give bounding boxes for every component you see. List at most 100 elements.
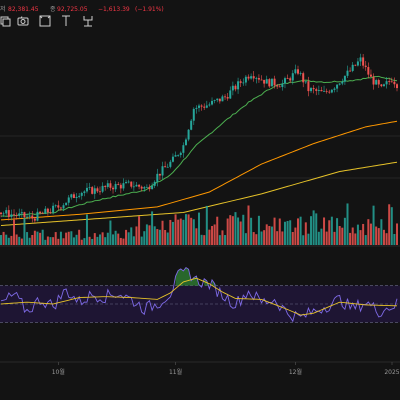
candle-body [198,105,200,108]
header-close-value: 92,725.05 [57,6,88,13]
candle-body [323,90,326,92]
volume-bar [388,204,391,245]
candle-body [242,82,245,84]
candle-body [289,78,292,81]
volume-bar [26,232,29,245]
volume-bar [239,221,242,245]
volume-bar [36,231,39,245]
candle-body [130,181,133,187]
volume-bar [83,238,86,245]
x-tick-label: 2025 [384,369,399,376]
volume-bar [268,226,271,245]
candle-body [119,184,122,189]
candle-body [10,214,13,217]
candle-body [239,81,242,83]
volume-bar [224,235,227,245]
volume-bar [112,234,115,245]
fullscreen-exit-icon[interactable] [83,16,93,27]
volume-bar [333,231,336,245]
volume-bar [125,229,128,245]
volume-bar [140,236,143,245]
candle-body [283,78,286,84]
candle-body [88,187,91,188]
candle-body [216,98,219,101]
candle-body [396,84,398,89]
volume-bar [244,233,247,245]
candle-body [101,185,104,192]
volume-bar [132,236,135,245]
volume-bar [39,232,42,245]
candle-body [278,86,281,88]
volume-bar [242,214,245,245]
volume-bar [257,215,260,245]
candle-body [179,152,182,155]
candle-body [148,186,151,190]
volume-bar [44,239,47,245]
candle-body [349,70,352,72]
candle-body [7,210,10,217]
volume-bar [78,229,81,245]
candle-body [372,76,375,85]
text-icon[interactable] [62,15,70,26]
candle-body [46,208,49,213]
header-low-value: 82,381.45 [8,6,39,13]
fullscreen-icon[interactable] [39,15,51,27]
volume-bar [364,235,367,245]
candle-body [315,89,318,91]
candle-body [382,84,385,87]
volume-bar [302,235,305,245]
volume-bar [310,216,313,245]
candle-body [26,216,29,218]
candle-body [270,78,273,87]
volume-bar [67,231,70,245]
volume-bar [104,237,107,245]
volume-bar [5,234,8,245]
volume-bar [187,214,190,245]
candle-body [390,81,393,83]
volume-bar [286,220,289,245]
candle-body [70,194,73,198]
volume-bar [177,219,180,245]
candle-body [260,79,263,81]
candle-body [20,212,23,214]
volume-bar [192,219,195,245]
candle-body [354,64,357,66]
volume-bar [234,212,237,245]
volume-bar [164,229,167,245]
volume-bar [330,216,333,245]
volume-bar [13,219,16,245]
candle-body [122,183,125,189]
candle-body [362,57,365,66]
time-axis: 10월 11월 12월 2025 [52,362,400,376]
volume-bar [336,218,339,245]
volume-bar [198,212,200,245]
candle-body [307,81,310,92]
signal-line [0,277,398,316]
volume-bar [96,236,99,245]
volume-bar [323,217,326,245]
candle-body [247,76,250,79]
volume-bar [276,231,279,245]
volume-bar [304,222,307,245]
volume-bar [57,238,60,245]
candle-body [140,186,143,189]
camera-icon[interactable] [17,16,29,26]
price-pane [0,53,398,227]
candle-body [252,76,255,79]
candle-body [310,88,313,92]
candle-body [367,67,370,75]
header-change-value: −1,613.39 [98,6,130,13]
volume-bar [93,233,96,245]
copy-icon[interactable] [0,16,11,27]
candle-body [244,76,247,83]
candle-body [62,205,65,209]
candle-body [109,183,112,188]
candle-body [145,186,148,188]
volume-bar [312,210,315,245]
volume-bar [281,231,284,245]
volume-bar [166,232,169,245]
volume-bar [15,234,18,245]
volume-bar [255,234,258,245]
candle-body [341,81,344,84]
